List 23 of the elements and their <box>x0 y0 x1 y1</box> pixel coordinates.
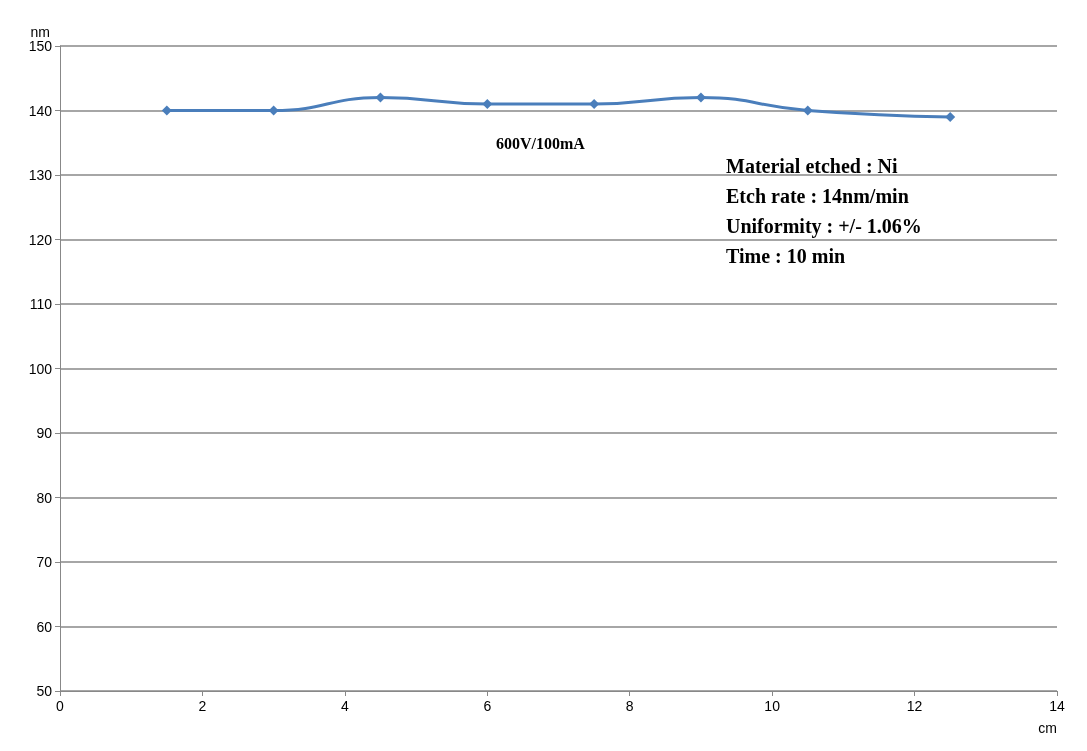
y-tick-label: 130 <box>28 167 53 183</box>
y-tick-label: 100 <box>28 360 53 377</box>
x-axis-title: cm <box>1038 720 1057 736</box>
y-tick-label: 70 <box>36 554 53 570</box>
x-tick-label: 0 <box>56 698 65 714</box>
x-tick-label: 14 <box>1049 698 1065 714</box>
x-tick-label: 8 <box>625 698 634 714</box>
x-tick-label: 12 <box>906 698 923 714</box>
y-tick-label: 120 <box>28 231 53 248</box>
y-tick-label: 50 <box>36 683 53 699</box>
x-tick-label: 6 <box>483 698 492 714</box>
y-tick-label: 110 <box>29 296 53 312</box>
x-tick-label: 4 <box>340 698 349 714</box>
y-tick-label: 150 <box>28 38 53 54</box>
y-tick-label: 90 <box>36 425 53 441</box>
annotation: 600V/100mA <box>496 134 586 152</box>
x-tick-label: 2 <box>198 698 207 714</box>
y-axis-title: nm <box>30 24 50 41</box>
y-tick-label: 80 <box>36 489 53 506</box>
y-tick-label: 60 <box>36 618 53 635</box>
annotation: Material etched : Ni Etch rate : 14nm/min Uniformity : +/- 1.06% Time : 10 min <box>726 155 922 267</box>
x-tick-label: 10 <box>764 698 781 714</box>
y-tick-label: 140 <box>28 102 53 119</box>
